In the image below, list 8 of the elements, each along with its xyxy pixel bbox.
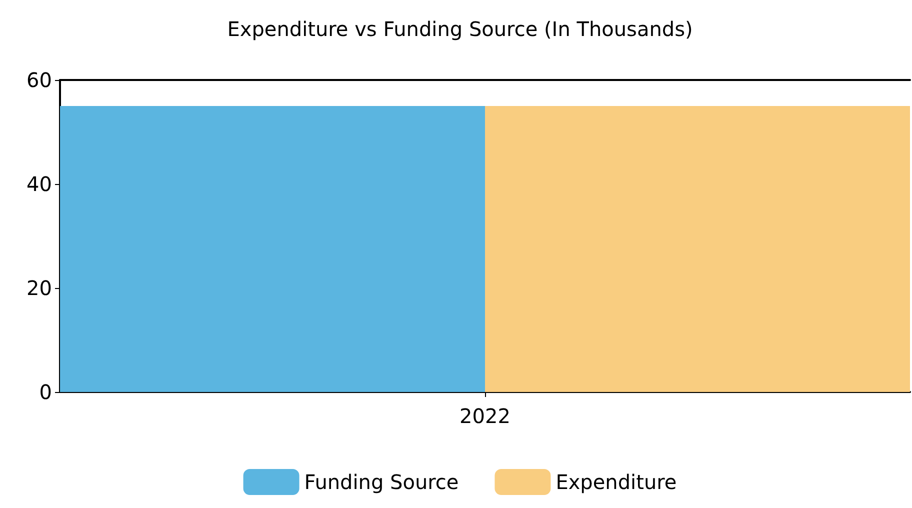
y-tick-label: 0 xyxy=(39,380,52,404)
chart-title: Expenditure vs Funding Source (In Thousands) xyxy=(227,17,693,41)
legend-label: Funding Source xyxy=(304,470,459,494)
y-tick-label: 40 xyxy=(26,172,52,196)
y-tick-label: 20 xyxy=(26,276,52,300)
x-tick-label: 2022 xyxy=(460,404,510,428)
y-tick-label: 60 xyxy=(26,68,52,92)
legend-label: Expenditure xyxy=(556,470,677,494)
